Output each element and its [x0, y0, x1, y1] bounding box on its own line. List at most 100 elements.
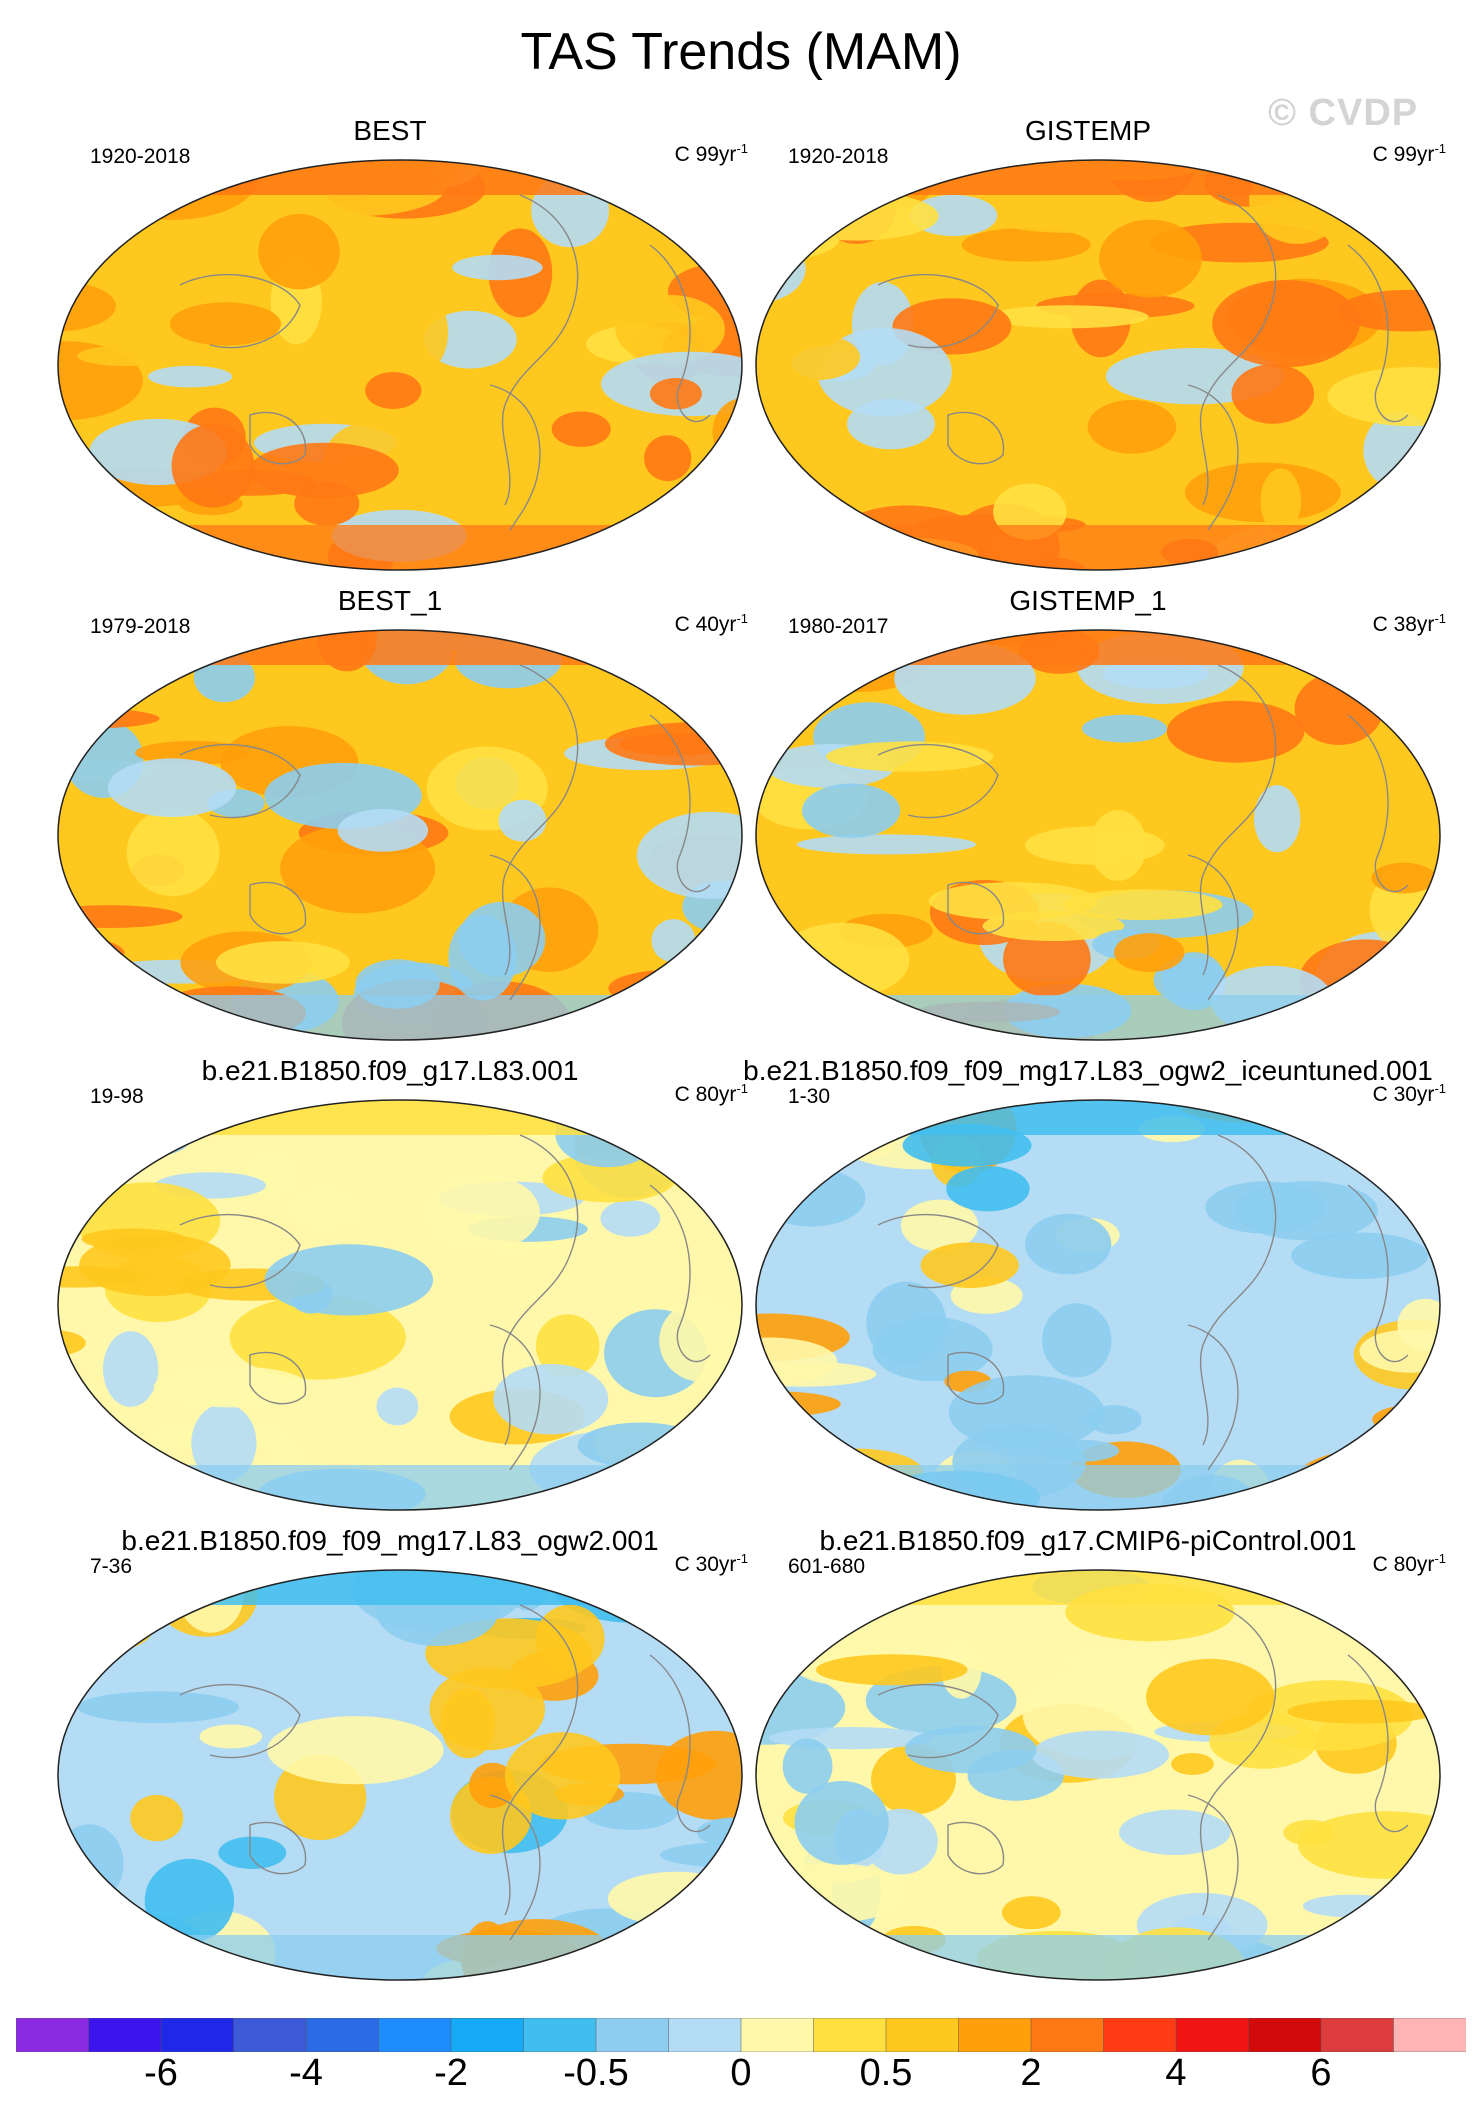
arctic-band	[130, 630, 670, 665]
panel-units: C 30yr-1	[675, 1551, 748, 1577]
anomaly-patch	[58, 1613, 151, 1639]
anomaly-patch	[1249, 160, 1346, 244]
trend-map	[57, 159, 743, 571]
anomaly-patch	[1331, 1482, 1426, 1510]
anomaly-patch	[796, 834, 977, 855]
anomaly-patch	[1171, 1753, 1214, 1775]
anomaly-patch	[77, 1691, 239, 1723]
colorbar-swatch	[668, 2018, 742, 2052]
anomaly-patch	[649, 378, 702, 410]
anomaly-patch	[498, 799, 547, 842]
anomaly-patch	[776, 922, 910, 998]
arctic-band	[130, 1570, 670, 1605]
coastline	[489, 854, 541, 1001]
coastline	[1199, 1134, 1277, 1446]
anomaly-patch	[615, 295, 725, 365]
anomaly-patch	[429, 1667, 545, 1751]
anomaly-patch	[644, 435, 692, 482]
anomaly-patch	[1301, 991, 1440, 1040]
colorbar-swatch	[1248, 2018, 1322, 2052]
anomaly-patch	[1294, 672, 1384, 745]
colorbar-tick-label: -2	[434, 2052, 468, 2094]
anomaly-patch	[1345, 1131, 1440, 1163]
panel-title: b.e21.B1850.f09_f09_mg17.L83_ogw2_iceunt…	[743, 1055, 1433, 1086]
coastline	[877, 273, 999, 349]
anomaly-patch	[169, 302, 282, 346]
anomaly-patch	[793, 437, 884, 483]
anomaly-patch	[469, 1762, 516, 1809]
coastline	[249, 881, 307, 935]
anomaly-patch	[452, 254, 543, 281]
colorbar-swatch	[523, 2018, 597, 2052]
colorbar-swatch	[885, 2018, 960, 2052]
anomaly-patch	[1024, 826, 1165, 865]
panel-period: 19-98	[90, 1085, 144, 1108]
anomaly-patch	[199, 1724, 263, 1749]
antarctic-band	[848, 1935, 1348, 1980]
anomaly-patch	[988, 305, 1149, 329]
anomaly-patch	[286, 1188, 363, 1229]
panel-units: C 99yr-1	[1373, 141, 1446, 167]
panel-units: C 38yr-1	[1373, 611, 1446, 637]
colorbar-tick-label: 2	[1020, 2052, 1042, 2094]
map-border	[755, 629, 1441, 1041]
anomaly-patch	[1398, 1453, 1440, 1510]
anomaly-patch	[961, 228, 1091, 262]
coastline	[877, 1683, 999, 1759]
coastline	[179, 1213, 301, 1289]
colorbar-tick-label: -4	[289, 2052, 323, 2094]
map-border	[57, 1569, 743, 1981]
coastline	[501, 664, 579, 976]
anomaly-patch	[1212, 280, 1360, 368]
trend-map	[755, 1099, 1441, 1511]
anomaly-patch	[819, 1002, 916, 1037]
panel-period: 1920-2018	[90, 145, 191, 168]
anomaly-patch	[900, 1199, 979, 1252]
coastline	[249, 1351, 307, 1405]
anomaly-patch	[802, 783, 901, 838]
anomaly-patch	[1327, 367, 1440, 427]
arctic-band	[130, 1100, 670, 1135]
anomaly-patch	[600, 1200, 661, 1237]
coastline	[179, 743, 301, 819]
anomaly-patch	[1409, 1152, 1440, 1173]
anomaly-patch	[542, 1152, 677, 1203]
antarctic-band	[150, 1465, 650, 1510]
units-text: C 99yr	[674, 143, 737, 166]
coastline	[249, 1821, 307, 1875]
map-panel: BEST_1 1979-2018 C 40yr-1	[40, 585, 770, 1055]
anomaly-patch	[67, 1449, 156, 1472]
anomaly-patch	[826, 741, 994, 772]
anomaly-patch	[1062, 889, 1223, 921]
colorbar-tick-label: -0.5	[563, 2052, 629, 2094]
anomaly-patch	[535, 1604, 605, 1673]
coastline	[1187, 384, 1239, 531]
colorbar-swatch	[160, 2018, 235, 2052]
units-exponent: -1	[736, 141, 748, 156]
trend-map	[755, 1569, 1441, 1981]
map-border	[755, 159, 1441, 571]
colorbar-swatch	[1030, 2018, 1105, 2052]
anomaly-patch	[66, 1582, 159, 1652]
colorbar-swatch	[305, 2018, 380, 2052]
antarctic-band	[150, 1935, 650, 1980]
anomaly-patch	[927, 370, 1071, 428]
anomaly-patch	[1397, 1879, 1440, 1928]
anomaly-patch	[904, 1725, 1037, 1774]
map-panel: BEST 1920-2018 C 99yr-1	[40, 115, 770, 585]
anomaly-patch	[1153, 956, 1226, 1004]
units-text: C 99yr	[1372, 143, 1435, 166]
anomaly-patch	[103, 1331, 159, 1407]
panel-title: BEST_1	[337, 585, 443, 616]
anomaly-patch	[79, 1233, 231, 1296]
anomaly-patch	[1287, 1699, 1438, 1724]
coastline	[947, 1351, 1005, 1405]
units-exponent: -1	[1434, 1081, 1446, 1096]
anomaly-patch	[847, 398, 935, 450]
anomaly-patch	[1166, 700, 1305, 763]
anomaly-patch	[1002, 1896, 1061, 1930]
map-border	[57, 159, 743, 571]
coastline	[947, 411, 1005, 465]
antarctic-band	[150, 525, 650, 570]
anomaly-patch	[996, 208, 1143, 233]
